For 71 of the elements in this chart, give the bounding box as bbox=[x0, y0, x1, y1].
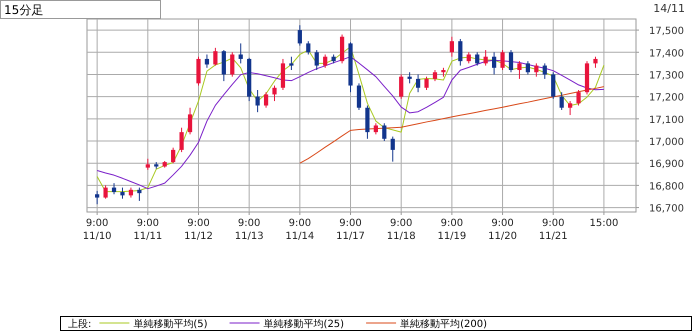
candlestick bbox=[475, 52, 480, 66]
candlestick bbox=[112, 182, 116, 195]
candlestick bbox=[508, 50, 514, 73]
candlestick bbox=[128, 187, 134, 198]
candlestick bbox=[450, 36, 454, 58]
candlestick bbox=[298, 24, 302, 46]
candlestick bbox=[120, 187, 125, 200]
y-tick-label: 17,000 bbox=[649, 137, 684, 148]
candlestick bbox=[188, 107, 192, 135]
text: 14/11 bbox=[653, 2, 685, 15]
candlestick bbox=[542, 62, 547, 80]
x-tick-label: 9:00 11/13 bbox=[234, 218, 264, 242]
x-tick-label: 9:00 11/19 bbox=[437, 218, 466, 242]
y-tick-label: 17,100 bbox=[649, 114, 684, 126]
candlestick bbox=[500, 50, 505, 71]
candlestick bbox=[593, 56, 598, 68]
y-tick-label: 17,300 bbox=[649, 70, 684, 82]
candlestick bbox=[517, 60, 522, 80]
candlestick bbox=[356, 82, 362, 110]
x-tick-label: 15:00 bbox=[589, 218, 618, 229]
candlestick bbox=[146, 158, 150, 170]
candlestick bbox=[390, 136, 395, 162]
y-tick-label: 16,800 bbox=[649, 181, 684, 192]
candlestick bbox=[551, 72, 556, 100]
x-tick-label: 9:00 11/14 bbox=[285, 218, 314, 242]
x-tick-label: 9:00 11/11 bbox=[133, 218, 162, 242]
candlestick bbox=[204, 54, 210, 68]
legend-title: 上段: bbox=[68, 318, 92, 330]
chart-title: 15分足 bbox=[4, 3, 44, 17]
candlestick bbox=[458, 38, 462, 66]
candlestick bbox=[213, 47, 218, 66]
legend-label: 単純移動平均(200) bbox=[400, 318, 488, 330]
candlestick bbox=[492, 52, 496, 75]
candlestick bbox=[230, 52, 234, 78]
candlestick bbox=[222, 50, 226, 82]
candlestick bbox=[306, 40, 310, 55]
x-tick-label: 9:00 11/20 bbox=[488, 218, 517, 242]
candlestick bbox=[576, 89, 581, 106]
candlestick bbox=[323, 54, 328, 68]
candlestick bbox=[264, 92, 268, 108]
candlestick bbox=[382, 122, 386, 142]
candlestick bbox=[179, 127, 184, 153]
candlestick bbox=[399, 74, 404, 100]
y-tick-label: 16,700 bbox=[649, 204, 684, 215]
candlestick bbox=[256, 89, 260, 113]
x-tick-label: 9:00 11/17 bbox=[336, 218, 365, 242]
legend-label: 単純移動平均(5) bbox=[133, 318, 208, 330]
candlestick bbox=[416, 74, 420, 93]
candlestick bbox=[424, 76, 429, 90]
y-tick-label: 17,200 bbox=[649, 92, 684, 104]
x-tick-label: 9:00 11/18 bbox=[386, 218, 416, 242]
legend-label: 単純移動平均(25) bbox=[264, 318, 344, 330]
y-tick-label: 17,400 bbox=[649, 48, 684, 60]
x-tick-label: 9:00 11/21 bbox=[538, 218, 568, 242]
candlestick bbox=[103, 184, 108, 200]
candlestick bbox=[466, 52, 471, 64]
candlestick bbox=[272, 85, 277, 102]
candlestick bbox=[238, 42, 243, 64]
y-tick-label: 17,500 bbox=[649, 26, 684, 38]
candlestick bbox=[408, 72, 412, 84]
candlestick bbox=[484, 50, 488, 66]
candlestick bbox=[534, 62, 538, 78]
candlestick bbox=[560, 92, 564, 110]
x-tick-label: 9:00 11/12 bbox=[184, 218, 213, 242]
candlestick bbox=[526, 60, 530, 75]
candlestick bbox=[171, 147, 176, 164]
y-tick-label: 16,900 bbox=[649, 159, 684, 170]
candlestick bbox=[314, 50, 319, 71]
candlestick bbox=[374, 122, 378, 135]
x-tick-label: 9:00 11/10 bbox=[82, 218, 112, 242]
candlestick bbox=[432, 70, 438, 82]
